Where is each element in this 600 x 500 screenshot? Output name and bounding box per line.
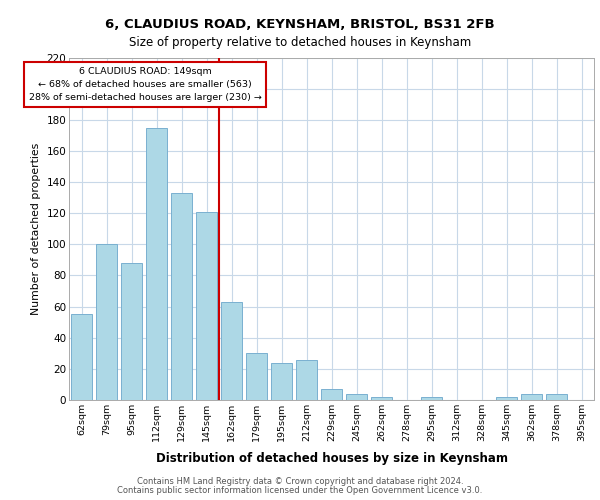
X-axis label: Distribution of detached houses by size in Keynsham: Distribution of detached houses by size … — [155, 452, 508, 466]
Bar — [196, 212, 217, 400]
Bar — [271, 362, 292, 400]
Y-axis label: Number of detached properties: Number of detached properties — [31, 142, 41, 315]
Bar — [171, 193, 192, 400]
Bar — [246, 354, 267, 400]
Bar — [221, 302, 242, 400]
Bar — [346, 394, 367, 400]
Bar — [146, 128, 167, 400]
Text: Contains public sector information licensed under the Open Government Licence v3: Contains public sector information licen… — [118, 486, 482, 495]
Bar — [371, 397, 392, 400]
Bar — [96, 244, 117, 400]
Bar — [296, 360, 317, 400]
Bar — [321, 389, 342, 400]
Text: 6, CLAUDIUS ROAD, KEYNSHAM, BRISTOL, BS31 2FB: 6, CLAUDIUS ROAD, KEYNSHAM, BRISTOL, BS3… — [105, 18, 495, 30]
Bar — [71, 314, 92, 400]
Text: Size of property relative to detached houses in Keynsham: Size of property relative to detached ho… — [129, 36, 471, 49]
Bar — [121, 263, 142, 400]
Bar — [421, 397, 442, 400]
Bar — [521, 394, 542, 400]
Bar — [546, 394, 567, 400]
Text: Contains HM Land Registry data © Crown copyright and database right 2024.: Contains HM Land Registry data © Crown c… — [137, 477, 463, 486]
Bar — [496, 397, 517, 400]
Text: 6 CLAUDIUS ROAD: 149sqm
← 68% of detached houses are smaller (563)
28% of semi-d: 6 CLAUDIUS ROAD: 149sqm ← 68% of detache… — [29, 67, 262, 102]
